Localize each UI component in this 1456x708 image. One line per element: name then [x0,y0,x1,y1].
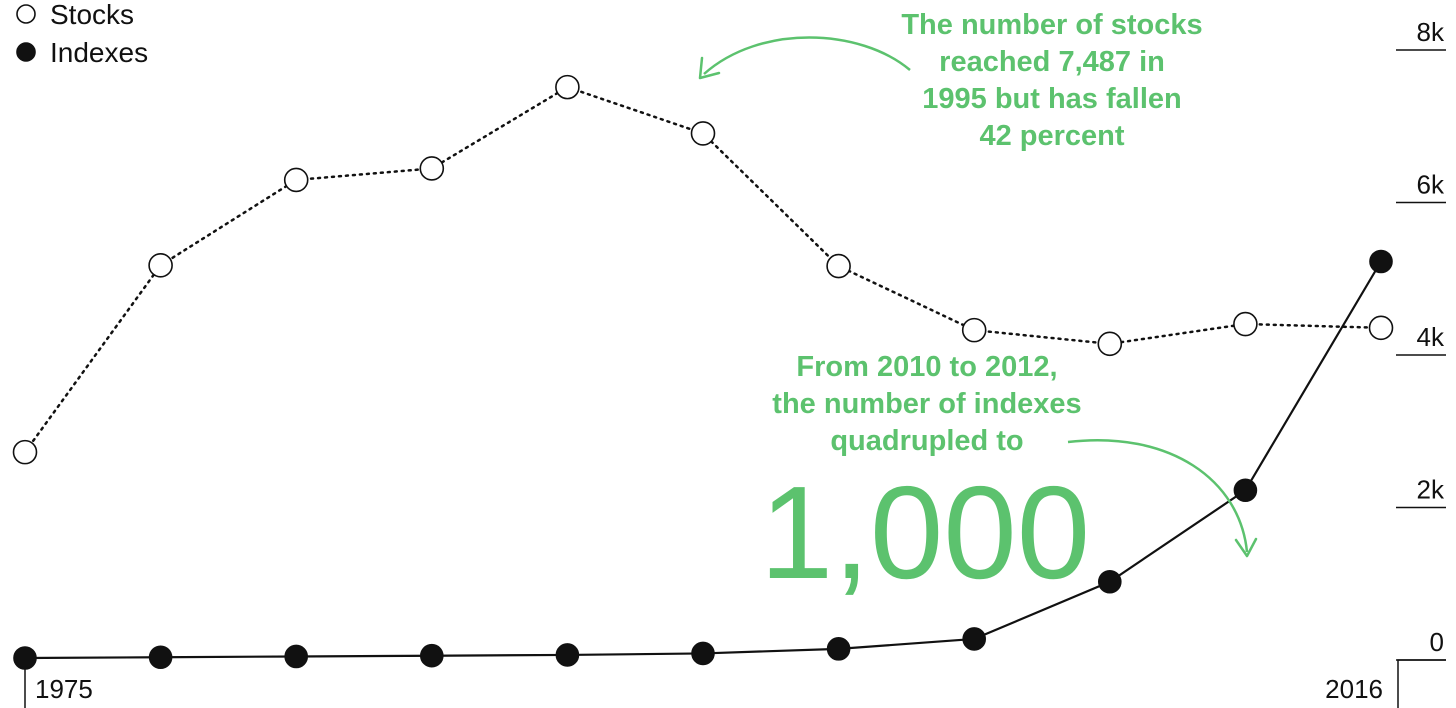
indexes-point [13,646,37,670]
annotations: The number of stocks reached 7,487 in 1995… [698,9,1258,606]
stocks-point [1097,331,1123,357]
indexes-point [419,643,444,668]
stocks-point [12,439,38,465]
y-tick-label: 0 [1430,627,1444,657]
x-tick-line [1397,659,1446,708]
x-tick-label: 1975 [35,674,93,704]
legend: Stocks Indexes [16,0,148,68]
indexes-annotation-line: the number of indexes [772,388,1081,420]
stocks-legend-label: Stocks [50,0,134,30]
y-tick-label: 2k [1417,475,1445,505]
indexes-legend-label: Indexes [50,37,148,68]
indexes-point [826,637,851,661]
stocks-annotation-arrow [703,36,911,75]
stocks-point [1233,311,1258,337]
indexes-point [1369,249,1393,274]
stocks-point [826,253,851,279]
indexes-point [691,641,715,666]
y-tick-label: 8k [1417,17,1445,47]
arrowhead-icon [1234,537,1258,558]
y-tick-label: 6k [1417,170,1445,200]
stocks-annotation-line: The number of stocks [901,9,1202,41]
indexes-point [962,627,987,651]
stocks-point [961,317,987,343]
indexes-point [284,644,309,669]
stocks-point [690,121,716,146]
stocks-point [555,74,580,100]
series-layer [12,74,1394,670]
indexes-point [1233,478,1258,503]
indexes-point [1098,569,1122,594]
x-tick-label: 2016 [1325,674,1383,704]
indexes-annotation-line: From 2010 to 2012, [796,351,1057,383]
stocks-point [419,156,445,181]
indexes-point [148,645,173,670]
y-tick-label: 4k [1417,322,1445,352]
indexes-line [23,260,1383,660]
indexes-annotation-line: quadrupled to [830,425,1023,457]
stocks-point [148,253,173,278]
stocks-point [1368,315,1394,341]
indexes-annotation-big-number: 1,000 [760,459,1090,606]
indexes-annotation-arrow [1067,439,1249,553]
indexes-legend-marker [16,42,36,62]
indexes-point [555,643,580,667]
arrowhead-icon [698,56,721,80]
stocks-annotation-line: 1995 but has fallen [922,83,1182,115]
stocks-annotation-line: reached 7,487 in [939,46,1165,78]
stocks-legend-marker [16,4,36,24]
axis-layer: 0 2k 4k 6k 8k 1975 2016 [24,17,1446,708]
stocks-point [283,167,309,193]
stocks-annotation-line: 42 percent [979,120,1124,152]
